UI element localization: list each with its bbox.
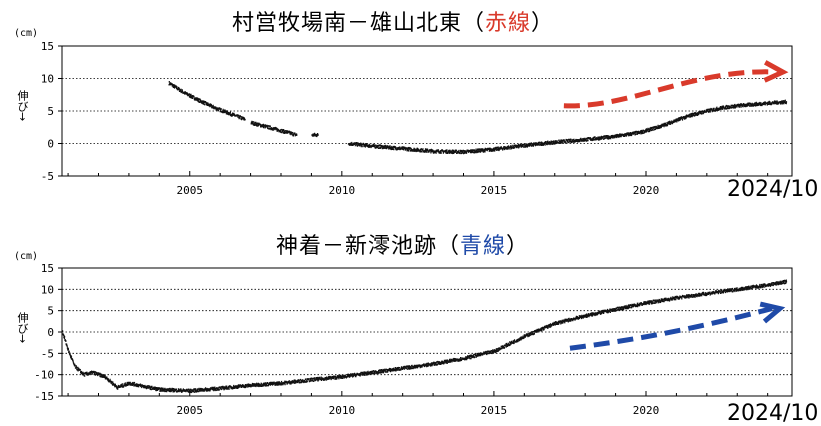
chart1-y-tick-label: 15 xyxy=(41,40,54,53)
chart1-series-0-segment-3 xyxy=(347,99,788,155)
chart1-x-tick-label: 2005 xyxy=(177,184,204,197)
chart1-title-prefix: 村営牧場南－雄山北東（ xyxy=(232,11,486,36)
chart2-x-tick-label: 2005 xyxy=(177,404,204,417)
chart1-y-tick-label: 0 xyxy=(47,138,54,151)
chart2-title-prefix: 神着－新澪池跡（ xyxy=(276,234,461,259)
chart1-trend-arrow-head xyxy=(763,60,789,83)
chart2-y-tick-label: -15 xyxy=(34,390,54,403)
chart2-y-tick-label: 0 xyxy=(47,326,54,339)
chart1-unit-label: (cm) xyxy=(14,28,39,39)
chart2-series-0-segment-0 xyxy=(62,279,788,394)
chart1-trend-arrow-line xyxy=(563,69,775,109)
chart2-y-axis-label: 伸び→ xyxy=(16,312,29,344)
chart1-x-tick-label: 2010 xyxy=(329,184,356,197)
chart1-series-0-segment-0 xyxy=(168,81,246,121)
chart1-series-0-segment-2 xyxy=(311,132,319,138)
chart1-title-suffix: ） xyxy=(531,11,555,36)
chart2-date-label: 2024/10 xyxy=(727,401,819,426)
chart2-title: 神着－新澪池跡（青線） xyxy=(276,228,529,260)
chart2-title-highlight: 青線 xyxy=(460,234,507,259)
chart2-y-tick-label: 5 xyxy=(47,305,54,318)
chart2-y-tick-label: -10 xyxy=(34,369,54,382)
chart2-x-tick-label: 2015 xyxy=(481,404,508,417)
chart2-unit-label: (cm) xyxy=(14,251,39,262)
chart2-y-tick-label: 15 xyxy=(41,262,54,275)
chart2-y-tick-label: -5 xyxy=(41,347,54,360)
chart1-title: 村営牧場南－雄山北東（赤線） xyxy=(232,5,554,37)
chart2-x-tick-label: 2010 xyxy=(329,404,356,417)
chart1-x-tick-label: 2020 xyxy=(633,184,660,197)
chart2-trend-arrow-head xyxy=(759,301,786,324)
chart1-title-highlight: 赤線 xyxy=(485,11,532,36)
chart1-date-label: 2024/10 xyxy=(727,177,819,202)
chart2-trend-arrow-line xyxy=(569,306,773,351)
chart1-y-tick-label: 10 xyxy=(41,73,54,86)
chart2-y-tick-label: 10 xyxy=(41,283,54,296)
chart1-series-0-segment-1 xyxy=(250,120,298,137)
chart1-y-tick-label: 5 xyxy=(47,105,54,118)
chart2-title-suffix: ） xyxy=(506,234,530,259)
chart1-y-axis-label: 伸び→ xyxy=(16,90,29,122)
chart2-x-tick-label: 2020 xyxy=(633,404,660,417)
chart1-y-tick-label: -5 xyxy=(41,170,54,183)
chart1-x-tick-label: 2015 xyxy=(481,184,508,197)
